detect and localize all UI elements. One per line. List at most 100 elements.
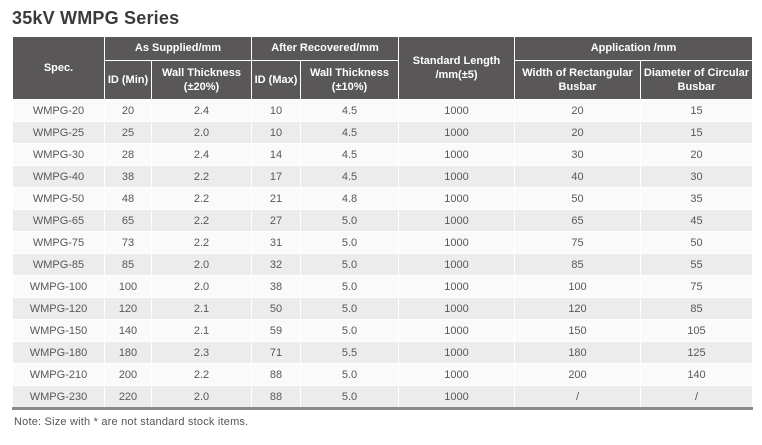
page-title: 35kV WMPG Series <box>12 8 180 28</box>
column-header-id-max: ID (Max) <box>251 60 301 100</box>
spec-table: Spec. As Supplied/mm After Recovered/mm … <box>12 36 753 410</box>
table-cell: WMPG-40 <box>12 165 105 188</box>
table-cell: 10 <box>251 99 301 122</box>
table-row: WMPG-230 220 2.0 88 5.0 1000// <box>12 385 753 409</box>
table-cell: 20 <box>104 99 152 122</box>
table-row: WMPG-20 20 2.4 10 4.5 1000 20 15 <box>12 99 753 122</box>
table-cell: 85 <box>104 253 152 276</box>
table-cell: 10 <box>251 121 301 144</box>
column-header-standard-length: Standard Length /mm(±5) <box>398 36 515 100</box>
table-cell: 4.5 <box>300 99 399 122</box>
table-cell: 4.5 <box>300 143 399 166</box>
table-cell: 32 <box>251 253 301 276</box>
table-cell: 2.3 <box>151 341 252 364</box>
table-cell: 5.0 <box>300 297 399 320</box>
table-cell: 21 <box>251 187 301 210</box>
table-row: WMPG-210 200 2.2 88 5.0 1000 200 140 <box>12 363 753 386</box>
table-cell: WMPG-20 <box>12 99 105 122</box>
table-cell: 88 <box>251 385 301 409</box>
table-cell: 200 <box>104 363 152 386</box>
table-row: WMPG-150 140 2.1 59 5.0 1000 150 105 <box>12 319 753 342</box>
table-row: WMPG-85 85 2.0 32 5.0 1000 85 55 <box>12 253 753 276</box>
table-cell: 5.0 <box>300 231 399 254</box>
header-group-row: Spec. As Supplied/mm After Recovered/mm … <box>12 36 753 100</box>
table-cell: 35 <box>640 187 753 210</box>
column-header-wall-thickness-20: Wall Thickness (±20%) <box>151 60 252 100</box>
table-cell: 5.0 <box>300 363 399 386</box>
table-cell: WMPG-65 <box>12 209 105 232</box>
column-group-after-recovered: After Recovered/mm <box>251 36 399 61</box>
column-header-spec: Spec. <box>12 36 105 100</box>
table-cell: 1000 <box>398 209 515 232</box>
table-cell: WMPG-180 <box>12 341 105 364</box>
table-cell: 2.0 <box>151 385 252 409</box>
table-cell: 1000 <box>398 143 515 166</box>
table-cell: 38 <box>251 275 301 298</box>
table-cell: 100 <box>514 275 641 298</box>
table-cell: 180 <box>104 341 152 364</box>
header-sub-row: ID (Min) Wall Thickness (±20%) ID (Max) … <box>13 60 753 100</box>
table-cell: 1000 <box>398 121 515 144</box>
table-cell: 2.1 <box>151 319 252 342</box>
table-cell: 120 <box>514 297 641 320</box>
table-cell: 5.0 <box>300 275 399 298</box>
column-header-dia-circ-busbar: Diameter of Circular Busbar <box>640 60 753 100</box>
table-cell: 15 <box>640 121 753 144</box>
table-cell: 180 <box>514 341 641 364</box>
table-cell: 140 <box>640 363 753 386</box>
table-cell: / <box>514 385 641 409</box>
table-cell: 1000 <box>398 187 515 210</box>
table-cell: 71 <box>251 341 301 364</box>
table-cell: 65 <box>104 209 152 232</box>
table-cell: 105 <box>640 319 753 342</box>
table-row: WMPG-120 120 2.1 50 5.0 1000 120 85 <box>12 297 753 320</box>
table-cell: 73 <box>104 231 152 254</box>
column-group-as-supplied: As Supplied/mm <box>104 36 252 61</box>
table-cell: 1000 <box>398 231 515 254</box>
column-header-id-min: ID (Min) <box>104 60 152 100</box>
table-row: WMPG-50 48 2.2 21 4.8 1000 50 35 <box>12 187 753 210</box>
table-cell: 50 <box>640 231 753 254</box>
table-cell: 20 <box>640 143 753 166</box>
table-cell: 1000 <box>398 275 515 298</box>
table-cell: 20 <box>514 99 641 122</box>
table-cell: 4.5 <box>300 121 399 144</box>
table-cell: 2.2 <box>151 231 252 254</box>
table-cell: 27 <box>251 209 301 232</box>
table-header: Spec. As Supplied/mm After Recovered/mm … <box>12 36 753 100</box>
table-cell: 45 <box>640 209 753 232</box>
table-cell: 5.5 <box>300 341 399 364</box>
table-cell: 120 <box>104 297 152 320</box>
table-row: WMPG-75 73 2.2 31 5.0 1000 75 50 <box>12 231 753 254</box>
table-cell: 88 <box>251 363 301 386</box>
table-cell: 4.5 <box>300 165 399 188</box>
column-group-application: Application /mm <box>514 36 753 61</box>
table-cell: 100 <box>104 275 152 298</box>
table-row: WMPG-40 38 2.2 17 4.5 1000 40 30 <box>12 165 753 188</box>
table-cell: 48 <box>104 187 152 210</box>
table-cell: 31 <box>251 231 301 254</box>
table-cell: 2.2 <box>151 209 252 232</box>
table-body: WMPG-20 20 2.4 10 4.5 1000 20 15 WMPG-25 25 2.0 10 4… <box>12 99 753 409</box>
table-cell: 1000 <box>398 319 515 342</box>
table-cell: 55 <box>640 253 753 276</box>
table-cell: 85 <box>640 297 753 320</box>
table-cell: 17 <box>251 165 301 188</box>
table-cell: 2.2 <box>151 165 252 188</box>
column-header-width-rect-busbar: Width of Rectangular Busbar <box>514 60 641 100</box>
table-cell: 1000 <box>398 99 515 122</box>
table-cell: 2.2 <box>151 363 252 386</box>
table-cell: WMPG-75 <box>12 231 105 254</box>
table-cell: 220 <box>104 385 152 409</box>
table-cell: 85 <box>514 253 641 276</box>
table-cell: 50 <box>251 297 301 320</box>
table-cell: WMPG-85 <box>12 253 105 276</box>
table-cell: 5.0 <box>300 385 399 409</box>
table-cell: 30 <box>640 165 753 188</box>
table-cell: 5.0 <box>300 319 399 342</box>
table-cell: 2.0 <box>151 275 252 298</box>
table-cell: 4.8 <box>300 187 399 210</box>
table-cell: 50 <box>514 187 641 210</box>
table-cell: 5.0 <box>300 209 399 232</box>
table-cell: 150 <box>514 319 641 342</box>
